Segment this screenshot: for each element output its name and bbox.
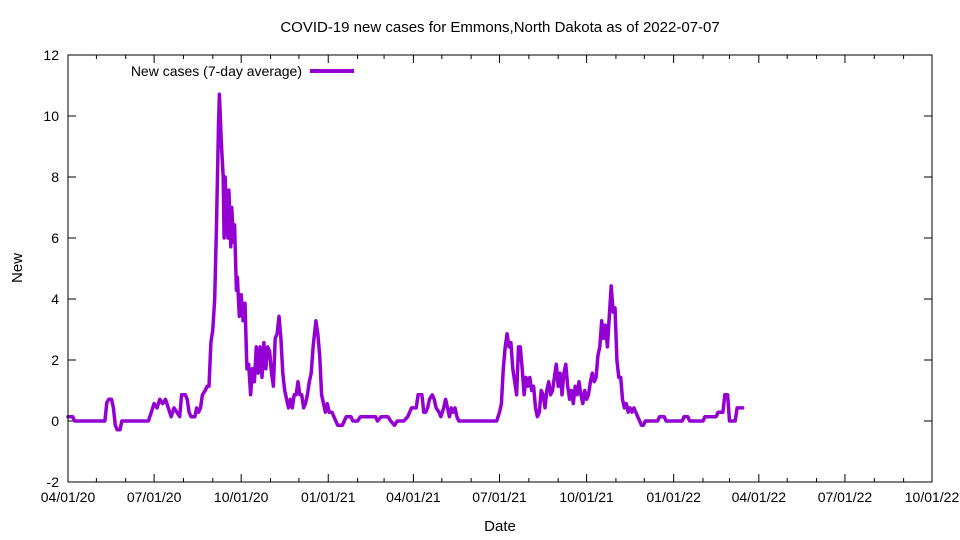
y-tick-label: 12 <box>43 47 59 63</box>
y-tick-label: 4 <box>51 291 59 307</box>
legend: New cases (7-day average) <box>131 63 354 79</box>
x-axis: 04/01/20 07/01/20 10/01/20 01/01/21 04/01/21… <box>41 55 960 505</box>
legend-label: New cases (7-day average) <box>131 63 302 79</box>
y-tick-label: 8 <box>51 169 59 185</box>
x-tick-label: 10/01/22 <box>905 489 960 505</box>
x-tick-label: 01/01/21 <box>301 489 356 505</box>
x-tick-label: 07/01/22 <box>818 489 873 505</box>
x-tick-label: 07/01/20 <box>127 489 182 505</box>
y-axis: -2 0 2 4 6 8 10 12 <box>43 47 932 490</box>
series-layer <box>66 92 745 432</box>
y-tick-label: 2 <box>51 352 59 368</box>
x-tick-label: 07/01/21 <box>472 489 527 505</box>
y-axis-title: New <box>9 253 26 283</box>
chart-title: COVID-19 new cases for Emmons,North Dako… <box>280 19 719 36</box>
y-tick-label: -2 <box>47 474 60 490</box>
x-tick-label: 01/01/22 <box>646 489 701 505</box>
y-tick-label: 6 <box>51 230 59 246</box>
x-tick-label: 10/01/21 <box>559 489 614 505</box>
x-tick-label: 04/01/22 <box>732 489 787 505</box>
plot-frame <box>67 54 933 483</box>
x-tick-label: 10/01/20 <box>214 489 269 505</box>
y-tick-label: 0 <box>51 413 59 429</box>
x-axis-title: Date <box>484 518 516 535</box>
series-line <box>66 92 745 432</box>
y-tick-label: 10 <box>43 108 59 124</box>
x-tick-label: 04/01/20 <box>41 489 96 505</box>
x-tick-label: 04/01/21 <box>386 489 441 505</box>
